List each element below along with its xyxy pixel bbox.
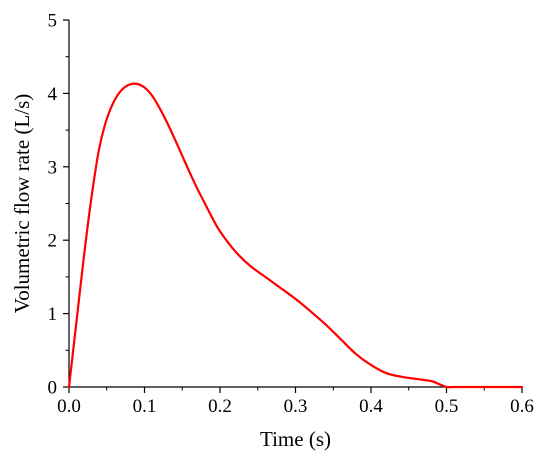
y-tick-label: 4	[48, 84, 58, 105]
x-tick-label: 0.6	[510, 396, 534, 417]
x-axis-title: Time (s)	[260, 427, 331, 451]
x-tick-label: 0.2	[208, 396, 232, 417]
y-tick-label: 3	[48, 157, 58, 178]
y-tick-label: 5	[48, 11, 58, 32]
x-tick-label: 0.3	[284, 396, 308, 417]
y-tick-label: 2	[48, 231, 58, 252]
y-tick-label: 0	[48, 378, 58, 399]
x-tick-label: 0.0	[57, 396, 81, 417]
ticks	[63, 19, 523, 393]
y-tick-label: 1	[48, 304, 58, 325]
x-tick-label: 0.4	[359, 396, 383, 417]
y-axis-title: Volumetric flow rate (L/s)	[10, 94, 34, 313]
axes	[68, 20, 522, 388]
x-tick-label: 0.1	[133, 396, 157, 417]
flow-rate-series-line	[67, 82, 524, 389]
x-tick-label: 0.5	[435, 396, 459, 417]
tick-labels: 0.0 0.1 0.2 0.3 0.4 0.5 0.6 0 1 2 3 4 5	[48, 11, 534, 418]
